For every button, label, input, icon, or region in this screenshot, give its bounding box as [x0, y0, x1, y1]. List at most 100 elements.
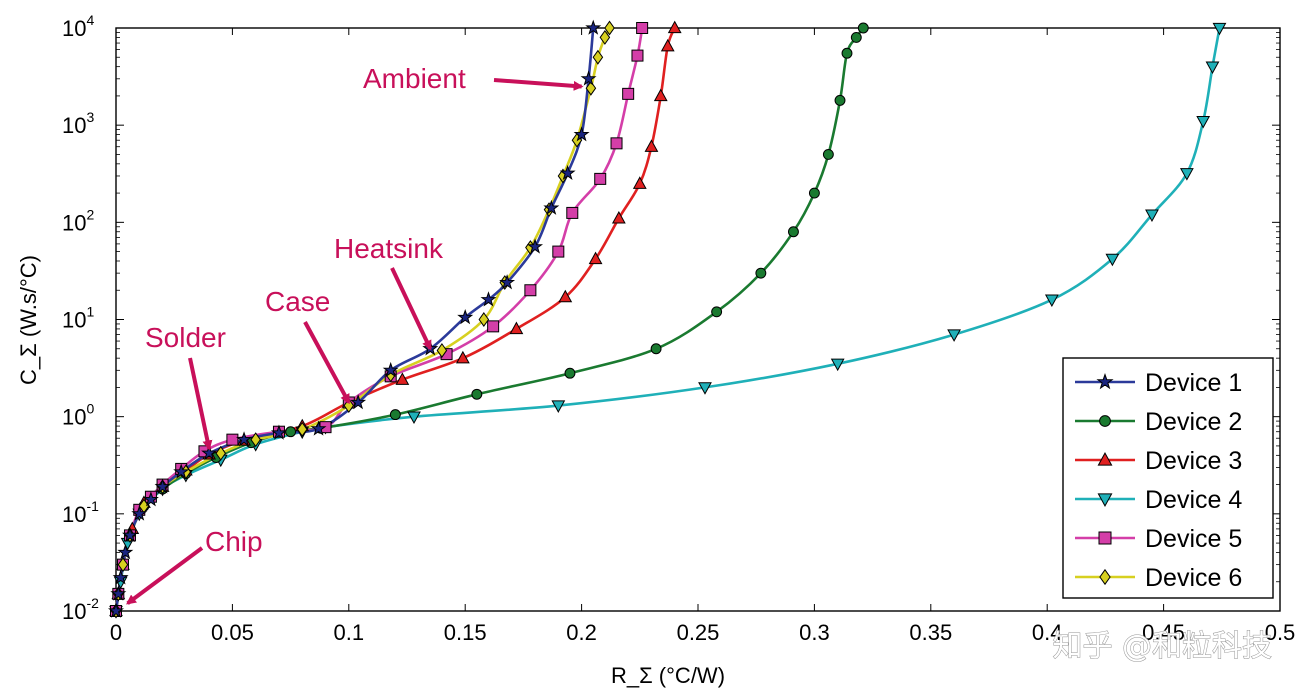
data-point-device-1 [499, 274, 516, 290]
x-tick-label: 0.1 [334, 620, 365, 645]
data-point-device-1 [108, 602, 124, 618]
x-tick-label: 0.35 [909, 620, 952, 645]
y-tick-base: 10 [62, 113, 86, 138]
data-point-device-2 [841, 47, 853, 59]
data-point-device-3 [667, 20, 682, 34]
data-point-device-1 [573, 126, 590, 142]
data-point-device-1 [154, 478, 171, 494]
annotation-arrow [303, 321, 351, 405]
data-point-device-2 [857, 22, 869, 34]
annotation-arrow [390, 267, 433, 351]
y-tick-exponent: 4 [86, 12, 94, 28]
y-tick-base: 10 [62, 599, 86, 624]
y-tick-label: 100 [62, 401, 94, 430]
data-point-device-4 [551, 400, 566, 413]
y-tick-label: 104 [62, 12, 94, 41]
x-axis-title: R_Σ (°C/W) [611, 663, 725, 688]
data-point-device-5 [622, 87, 635, 100]
data-point-device-6 [296, 421, 308, 437]
data-point-device-5 [552, 245, 565, 258]
data-point-device-4 [1044, 294, 1059, 308]
data-point-device-2 [711, 306, 723, 318]
x-tick-label: 0 [110, 620, 122, 645]
data-point-device-6 [250, 432, 261, 448]
x-tick-label: 0.4 [1032, 620, 1063, 645]
y-tick-exponent: 3 [86, 109, 94, 125]
x-tick-label: 0.3 [799, 620, 830, 645]
data-point-device-2 [285, 426, 297, 438]
data-point-device-2 [755, 267, 767, 279]
data-point-device-3 [653, 88, 668, 102]
data-point-device-4 [407, 411, 421, 425]
data-point-device-2 [564, 367, 576, 379]
data-point-device-1 [131, 505, 148, 521]
y-tick-label: 101 [62, 304, 94, 333]
data-point-device-4 [1212, 22, 1227, 36]
y-tick-exponent: 1 [86, 304, 94, 320]
annotation-label: Chip [205, 526, 263, 557]
y-tick-label: 102 [62, 206, 94, 235]
data-point-device-2 [389, 409, 401, 421]
y-tick-base: 10 [62, 308, 86, 333]
data-point-device-3 [588, 251, 603, 265]
data-point-device-3 [611, 210, 626, 224]
data-point-device-1 [110, 585, 127, 601]
legend-label: Device 6 [1145, 564, 1242, 592]
x-tick-label: 0.25 [677, 620, 720, 645]
y-tick-base: 10 [62, 502, 86, 527]
legend-marker [1097, 493, 1113, 507]
legend: Device 1 Device 2 Device 3 Device 4 Device 5… [1062, 357, 1274, 599]
data-point-device-2 [834, 94, 846, 106]
data-point-device-1 [142, 491, 159, 507]
data-point-device-1 [559, 164, 576, 181]
data-point-device-3 [644, 139, 659, 152]
data-point-device-6 [599, 29, 611, 45]
data-point-device-6 [117, 557, 129, 573]
data-point-device-3 [632, 176, 647, 189]
data-point-device-1 [580, 70, 597, 86]
data-point-device-2 [650, 343, 662, 355]
data-point-device-2 [471, 388, 483, 400]
data-point-device-4 [698, 382, 712, 395]
data-point-device-3 [395, 372, 410, 385]
data-point-device-6 [478, 312, 490, 327]
y-axis-title: C_Σ (W.s/°C) [16, 255, 41, 385]
legend-marker [1096, 372, 1114, 390]
annotation-arrow [493, 78, 584, 91]
data-point-device-5 [636, 22, 649, 34]
data-point-device-4 [1196, 115, 1211, 129]
y-tick-exponent: 2 [86, 206, 94, 222]
data-point-device-1 [121, 526, 138, 543]
data-point-device-3 [509, 321, 524, 335]
data-point-device-4 [1105, 253, 1120, 267]
data-point-device-1 [350, 394, 367, 410]
y-tick-base: 10 [62, 210, 86, 235]
data-point-device-3 [660, 38, 675, 52]
data-point-device-3 [558, 289, 573, 303]
x-tick-label: 0.45 [1142, 620, 1185, 645]
series-markers [108, 19, 1227, 619]
y-tick-label: 10-1 [62, 498, 99, 527]
watermark: 知乎 @和粒科技 [1052, 629, 1272, 664]
legend-box [1062, 357, 1274, 599]
annotation-label: Solder [145, 322, 226, 353]
data-point-device-4 [1179, 168, 1194, 181]
axis-ticks: 0 0.05 0.1 0.15 0.2 0.25 0.3 0.35 0.4 0.45 0.510-2… [62, 12, 1295, 645]
data-point-device-4 [1145, 209, 1159, 223]
data-point-device-6 [592, 49, 604, 65]
data-point-device-1 [270, 424, 287, 440]
y-tick-label: 10-2 [62, 595, 99, 624]
data-point-device-4 [830, 358, 845, 372]
data-point-device-1 [236, 431, 253, 447]
data-point-device-4 [1205, 61, 1220, 75]
y-tick-exponent: -2 [86, 595, 99, 611]
x-tick-label: 0.2 [566, 620, 597, 645]
data-point-device-2 [822, 148, 834, 160]
data-point-device-1 [117, 544, 134, 560]
data-point-device-1 [310, 420, 327, 436]
y-tick-label: 103 [62, 109, 94, 138]
data-point-device-1 [173, 463, 190, 479]
y-tick-exponent: 0 [86, 401, 94, 417]
